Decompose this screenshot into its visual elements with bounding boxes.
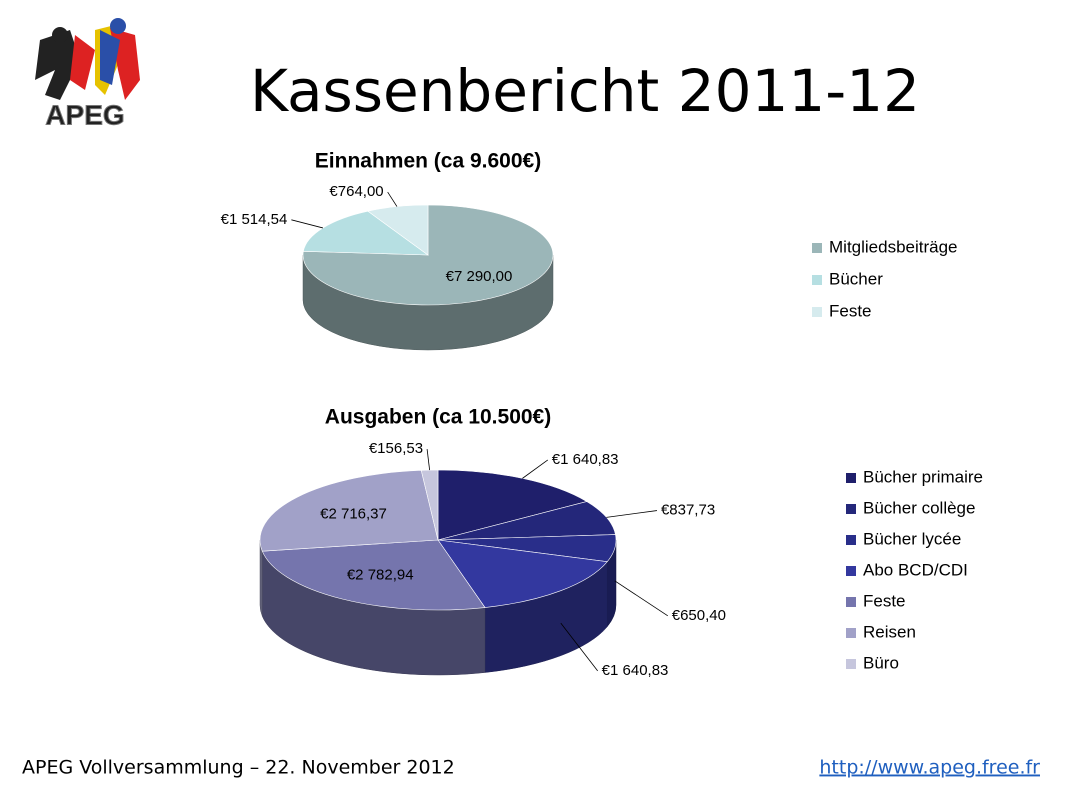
data-label: €837,73 [661, 502, 715, 519]
slice [302, 210, 429, 256]
slice-side [259, 539, 263, 617]
data-label: €1 640,83 [602, 662, 669, 679]
legend-label: Abo BCD/CDI [863, 560, 968, 579]
label-bg [550, 450, 620, 468]
slice [437, 501, 616, 541]
leader-line [387, 191, 398, 207]
label-bg [328, 183, 385, 201]
leader-line [291, 219, 323, 229]
legend-label: Bücher [829, 269, 883, 288]
label-bg [659, 501, 717, 519]
legend-label: Reisen [863, 622, 916, 641]
chart-title: Einnahmen (ca 9.600€) [315, 150, 541, 173]
legend-swatch [846, 535, 856, 545]
legend-swatch [846, 566, 856, 576]
data-label: €7 290,00 [446, 268, 513, 285]
legend-label: Mitgliedsbeiträge [829, 237, 958, 256]
label-bg [367, 440, 425, 458]
pie-tops [259, 469, 617, 611]
leader-line [614, 580, 668, 617]
pie-labels: €7 290,00 €1 514,54 €764,00 [219, 183, 513, 285]
data-label: €1 640,83 [552, 451, 619, 468]
data-label: €156,53 [369, 440, 423, 457]
logo: APEG [35, 18, 140, 131]
footer-link[interactable]: http://www.apeg.free.fr [819, 757, 1040, 779]
slice [259, 470, 439, 552]
legend-swatch [846, 473, 856, 483]
legend-label: Bücher collège [863, 498, 975, 517]
legend-swatch [846, 628, 856, 638]
legend-swatch [812, 307, 822, 317]
leader-line [522, 459, 549, 479]
legend-label: Feste [863, 591, 906, 610]
data-label: €650,40 [672, 607, 726, 624]
legend-label: Bücher primaire [863, 467, 983, 486]
pie-tops [302, 204, 554, 306]
slice [437, 539, 608, 608]
chart-title: Ausgaben (ca 10.500€) [325, 406, 551, 429]
slice [367, 204, 429, 256]
data-label: €2 716,37 [320, 505, 387, 522]
label-bg [670, 606, 727, 624]
pie-labels: €1 640,83 €837,73 €650,40 €1 640,83 €2 782,9… [320, 440, 727, 679]
slice [261, 539, 486, 611]
data-label: €2 782,94 [347, 566, 414, 583]
leader-line [606, 510, 658, 518]
logo-text: APEG [45, 99, 124, 130]
legend-label: Bücher lycée [863, 529, 961, 548]
legend-swatch [812, 243, 822, 253]
data-label: €764,00 [329, 183, 383, 200]
legend-swatch [846, 504, 856, 514]
leader-line [426, 449, 431, 471]
legend-swatch [846, 659, 856, 669]
legend-swatch [812, 275, 822, 285]
label-bg [219, 210, 289, 228]
legend-label: Büro [863, 653, 899, 672]
footer-text: APEG Vollversammlung – 22. November 2012 [22, 757, 455, 779]
slice [302, 204, 554, 306]
slide-title: Kassenbericht 2011-12 [250, 57, 920, 125]
leader-line [560, 622, 598, 672]
legend-swatch [846, 597, 856, 607]
data-label: €1 514,54 [221, 211, 288, 228]
legend-label: Feste [829, 301, 872, 320]
label-bg [600, 661, 670, 679]
